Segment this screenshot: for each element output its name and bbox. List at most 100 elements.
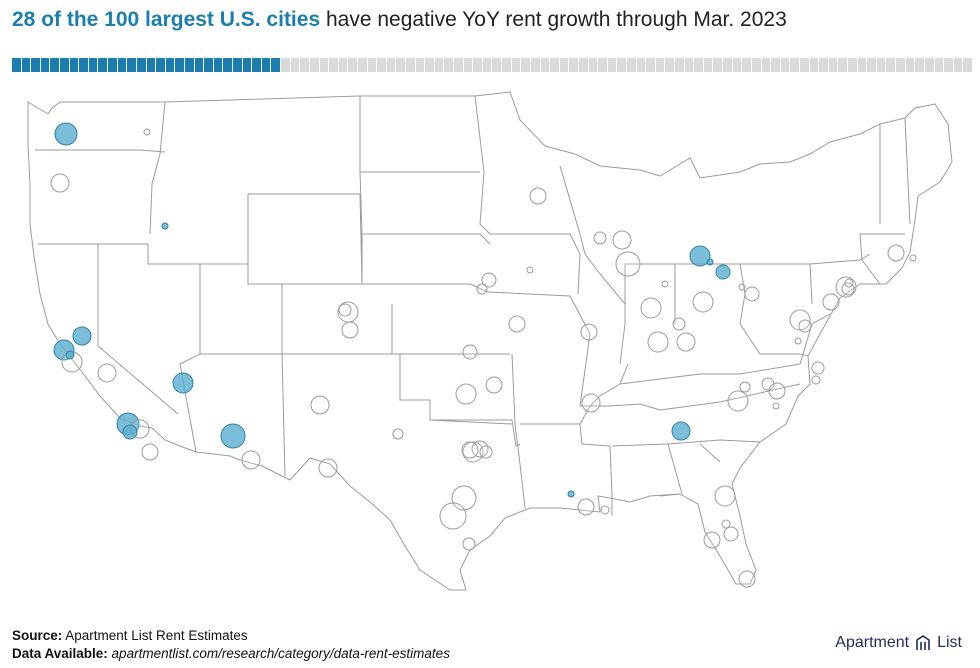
- progress-tick: [963, 58, 972, 72]
- progress-tick: [329, 58, 338, 72]
- state-boundaries: [27, 91, 953, 591]
- progress-tick: [194, 58, 204, 72]
- progress-tick: [242, 58, 252, 72]
- progress-tick: [607, 58, 617, 72]
- progress-tick: [204, 58, 213, 72]
- footer: Source: Apartment List Rent Estimates Da…: [12, 627, 450, 663]
- progress-tick: [127, 58, 136, 72]
- progress-tick: [636, 58, 646, 72]
- progress-tick: [50, 58, 60, 72]
- city-marker-positive: [341, 321, 359, 339]
- progress-tick: [252, 58, 261, 72]
- progress-tick: [819, 58, 828, 72]
- progress-tick: [184, 58, 194, 72]
- city-marker-negative: [65, 350, 75, 360]
- city-marker-positive: [772, 402, 780, 410]
- progress-tick: [357, 58, 367, 72]
- progress-tick: [367, 58, 377, 72]
- progress-tick: [924, 58, 934, 72]
- city-marker-positive: [479, 445, 493, 459]
- city-marker-positive: [727, 390, 749, 412]
- source-label: Source:: [12, 628, 63, 643]
- progress-tick: [790, 58, 799, 72]
- progress-tick: [665, 58, 675, 72]
- logo-text-right: List: [937, 634, 962, 651]
- city-marker-positive: [738, 570, 756, 588]
- progress-tick: [809, 58, 819, 72]
- progress-tick: [69, 58, 79, 72]
- progress-tick: [98, 58, 108, 72]
- progress-tick: [338, 58, 348, 72]
- apartment-list-logo-icon: [916, 635, 930, 650]
- progress-tick: [146, 58, 156, 72]
- progress-tick: [21, 58, 31, 72]
- data-available-label: Data Available:: [12, 646, 108, 661]
- city-marker-positive: [593, 231, 607, 245]
- progress-tick: [415, 58, 425, 72]
- progress-tick: [655, 58, 665, 72]
- progress-tick: [136, 58, 146, 72]
- progress-tick: [213, 58, 223, 72]
- progress-tick: [953, 58, 963, 72]
- us-map: [27, 91, 953, 591]
- city-marker-positive: [811, 361, 825, 375]
- city-marker-positive: [692, 291, 714, 313]
- progress-tick: [934, 58, 944, 72]
- progress-tick: [79, 58, 88, 72]
- progress-tick: [117, 58, 127, 72]
- city-marker-negative: [689, 245, 711, 267]
- city-marker-negative: [567, 490, 575, 498]
- progress-tick: [12, 58, 21, 72]
- city-marker-positive: [392, 428, 404, 440]
- city-marker-negative: [671, 421, 691, 441]
- title-rest: have negative YoY rent growth through Ma…: [320, 8, 787, 31]
- progress-tick: [463, 58, 473, 72]
- city-marker-positive: [723, 526, 739, 542]
- progress-tick: [886, 58, 896, 72]
- city-marker-positive: [647, 331, 669, 353]
- data-available-line: Data Available: apartmentlist.com/resear…: [12, 645, 450, 663]
- progress-tick: [482, 58, 492, 72]
- progress-tick: [867, 58, 876, 72]
- progress-tick: [492, 58, 502, 72]
- city-marker-negative: [161, 222, 169, 230]
- city-marker-positive: [581, 393, 601, 413]
- progress-tick: [896, 58, 905, 72]
- progress-tick: [569, 58, 578, 72]
- city-marker-positive: [615, 251, 641, 277]
- source-line: Source: Apartment List Rent Estimates: [12, 627, 450, 645]
- progress-tick: [838, 58, 848, 72]
- progress-tick: [40, 58, 50, 72]
- progress-tick: [915, 58, 924, 72]
- city-marker-positive: [485, 376, 503, 394]
- city-marker-positive: [462, 344, 478, 360]
- progress-tick: [905, 58, 915, 72]
- city-marker-positive: [676, 332, 696, 352]
- city-marker-positive: [508, 315, 526, 333]
- progress-tick: [588, 58, 598, 72]
- city-marker-positive: [738, 283, 746, 291]
- progress-tick: [309, 58, 319, 72]
- city-marker-negative: [122, 424, 138, 440]
- city-marker-positive: [439, 502, 467, 530]
- progress-tick: [646, 58, 655, 72]
- progress-tick: [578, 58, 588, 72]
- city-marker-positive: [141, 443, 159, 461]
- progress-tick: [742, 58, 751, 72]
- city-marker-positive: [744, 286, 760, 302]
- apartment-list-logo: Apartment List: [835, 634, 962, 652]
- city-marker-positive: [529, 187, 547, 205]
- progress-tick: [454, 58, 463, 72]
- city-marker-positive: [612, 230, 632, 250]
- city-marker-positive: [714, 485, 736, 507]
- city-marker-positive: [672, 317, 686, 331]
- progress-tick: [386, 58, 396, 72]
- progress-tick: [703, 58, 713, 72]
- progress-tick: [511, 58, 521, 72]
- title-highlight: 28 of the 100 largest U.S. cities: [12, 8, 321, 31]
- progress-tick: [751, 58, 761, 72]
- progress-tick: [31, 58, 40, 72]
- city-marker-positive: [241, 450, 261, 470]
- data-available-link[interactable]: apartmentlist.com/research/category/data…: [107, 646, 450, 661]
- progress-tick: [598, 58, 607, 72]
